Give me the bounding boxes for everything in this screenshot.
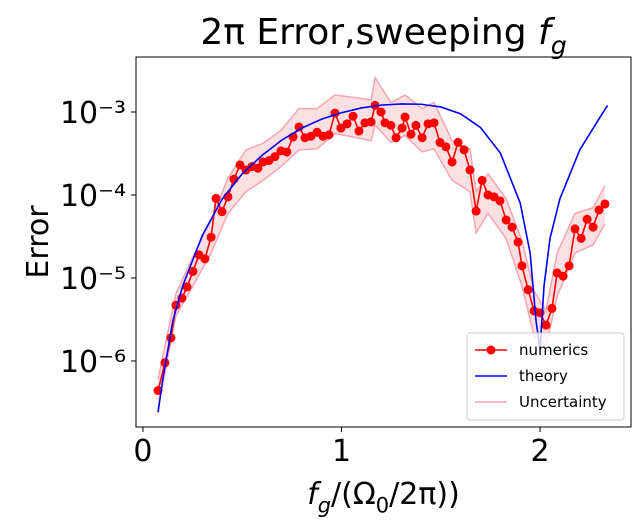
data-point bbox=[235, 160, 245, 170]
legend-label: theory bbox=[519, 367, 568, 385]
data-point bbox=[594, 205, 604, 215]
data-point bbox=[588, 222, 598, 232]
data-point bbox=[465, 165, 475, 175]
data-point bbox=[376, 107, 386, 117]
data-point bbox=[582, 214, 592, 224]
data-point bbox=[447, 157, 457, 167]
series-line bbox=[157, 103, 609, 413]
data-point bbox=[217, 207, 227, 217]
data-point bbox=[564, 261, 574, 271]
legend-label: numerics bbox=[519, 341, 588, 359]
data-point bbox=[547, 303, 557, 313]
data-point bbox=[400, 112, 410, 122]
y-tick-label: 10⁻³ bbox=[60, 96, 126, 131]
data-point bbox=[211, 193, 221, 203]
data-point bbox=[324, 130, 334, 140]
y-tick-label: 10⁻⁴ bbox=[60, 179, 126, 214]
data-point bbox=[459, 145, 469, 155]
x-axis-label: fg/(Ω0/2π)) bbox=[307, 477, 460, 517]
data-point bbox=[507, 222, 517, 232]
y-tick-label: 10⁻⁵ bbox=[60, 262, 126, 297]
data-point bbox=[441, 142, 451, 152]
data-point bbox=[417, 133, 427, 143]
data-point bbox=[600, 199, 610, 209]
data-point bbox=[206, 232, 216, 242]
chart-title-part: g bbox=[551, 31, 567, 60]
data-point bbox=[282, 147, 292, 157]
data-point bbox=[366, 117, 376, 127]
data-point bbox=[576, 233, 586, 243]
legend-label: Uncertainty bbox=[519, 393, 607, 411]
data-point bbox=[348, 111, 358, 121]
uncertainty-upper bbox=[157, 75, 606, 380]
x-axis-label-part: g bbox=[318, 493, 331, 517]
data-point bbox=[541, 320, 551, 330]
data-point bbox=[200, 254, 210, 264]
x-axis-label-part: /(Ω bbox=[331, 477, 376, 512]
data-point bbox=[253, 163, 263, 173]
x-tick-label: 2 bbox=[531, 434, 550, 469]
legend-marker bbox=[486, 345, 496, 355]
data-point bbox=[517, 261, 527, 271]
data-point bbox=[182, 282, 192, 292]
data-point bbox=[495, 196, 505, 206]
data-point bbox=[501, 215, 511, 225]
y-tick-label: 10⁻⁶ bbox=[60, 345, 126, 380]
data-point bbox=[188, 266, 198, 276]
chart-title: 2π Error,sweeping fg bbox=[200, 12, 566, 60]
data-point bbox=[391, 133, 401, 143]
data-point bbox=[166, 333, 176, 343]
data-point bbox=[342, 119, 352, 129]
data-point bbox=[453, 137, 463, 147]
x-tick-label: 1 bbox=[332, 434, 351, 469]
x-tick-label: 0 bbox=[133, 434, 152, 469]
data-point bbox=[429, 118, 439, 128]
data-point bbox=[386, 120, 396, 130]
data-point bbox=[477, 175, 487, 185]
y-axis-label: Error bbox=[21, 205, 56, 279]
legend-box bbox=[466, 332, 625, 421]
data-point bbox=[471, 206, 481, 216]
chart-title-part: 2π Error,sweeping bbox=[200, 12, 538, 53]
data-point bbox=[570, 224, 580, 234]
data-point bbox=[406, 129, 416, 139]
data-point bbox=[270, 152, 280, 162]
x-axis-label-part: /2π)) bbox=[389, 477, 460, 512]
data-point bbox=[558, 271, 568, 281]
data-point bbox=[397, 123, 407, 133]
data-point bbox=[513, 237, 523, 247]
plot-frame bbox=[135, 56, 632, 428]
data-point bbox=[411, 120, 421, 130]
data-point bbox=[523, 285, 533, 295]
data-point bbox=[354, 126, 364, 136]
x-axis-label-part: 0 bbox=[376, 493, 389, 517]
